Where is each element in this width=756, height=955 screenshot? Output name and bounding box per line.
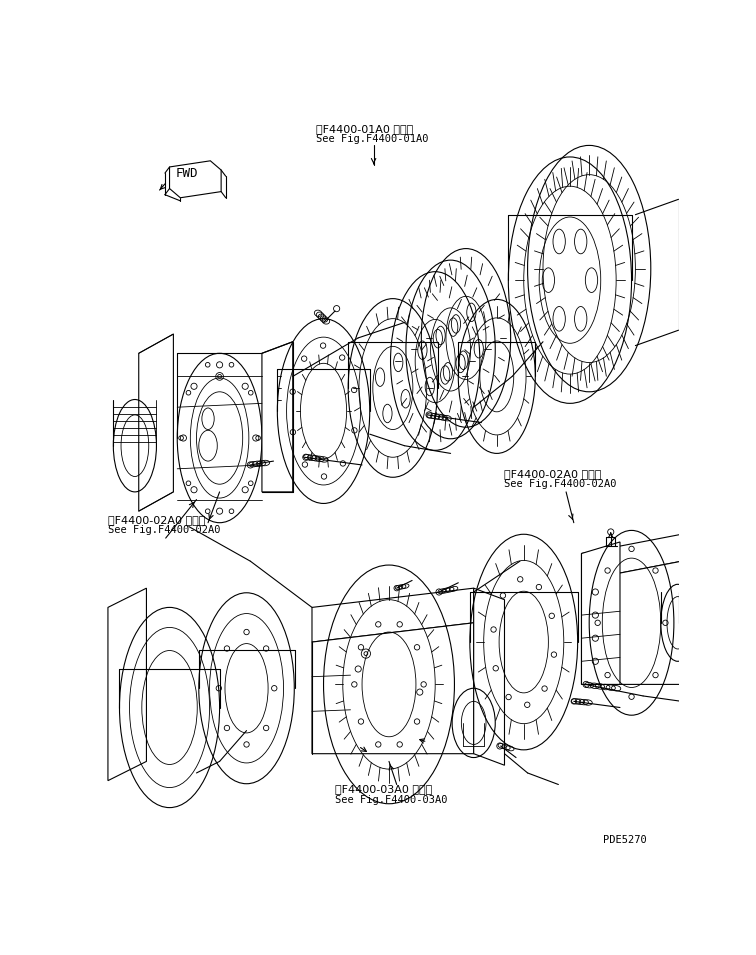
Text: See Fig.F4400-02A0: See Fig.F4400-02A0 [504,478,617,489]
Text: 第F4400-02A0 図参照: 第F4400-02A0 図参照 [504,469,602,478]
Text: 第F4400-01A0 図参照: 第F4400-01A0 図参照 [316,124,413,134]
Polygon shape [474,588,504,765]
Text: See Fig.F4400-03A0: See Fig.F4400-03A0 [335,795,448,804]
Polygon shape [581,541,620,685]
Polygon shape [312,623,474,753]
Text: 第F4400-02A0 図参照: 第F4400-02A0 図参照 [108,515,206,525]
Polygon shape [312,588,474,642]
Polygon shape [169,160,221,198]
Polygon shape [581,534,682,581]
Text: PDE5270: PDE5270 [603,835,647,844]
Text: 第F4400-03A0 図参照: 第F4400-03A0 図参照 [335,784,432,795]
Text: FWD: FWD [175,167,198,180]
Polygon shape [581,562,682,685]
Text: See Fig.F4400-01A0: See Fig.F4400-01A0 [316,134,429,144]
Polygon shape [262,342,293,492]
Text: See Fig.F4400-02A0: See Fig.F4400-02A0 [108,525,221,535]
